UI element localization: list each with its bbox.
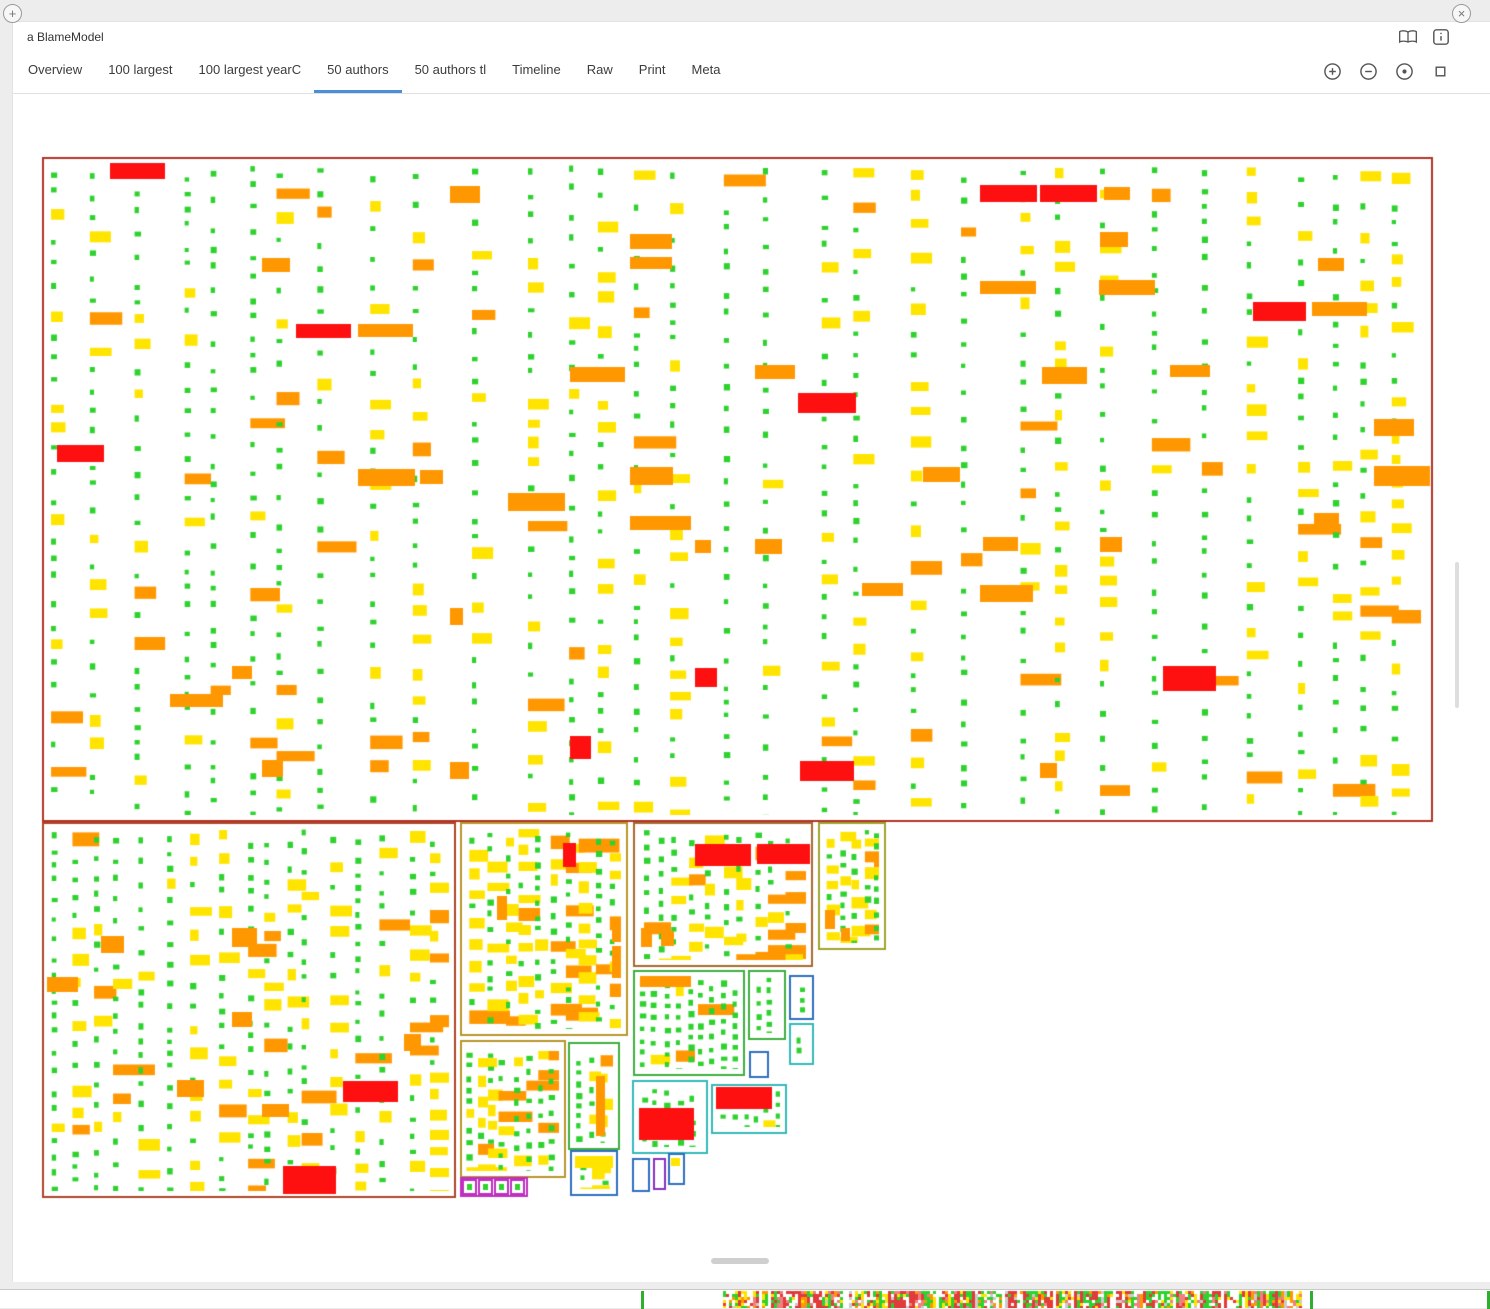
tab-overview[interactable]: Overview — [15, 49, 95, 93]
zoom-out-icon[interactable] — [1359, 62, 1378, 81]
tab-bar: Overview 100 largest 100 largest yearC 5… — [13, 49, 1490, 94]
add-window-button[interactable]: + — [3, 4, 22, 23]
blame-visualization-canvas[interactable] — [0, 93, 1490, 1308]
tabs: Overview 100 largest 100 largest yearC 5… — [15, 49, 733, 93]
tab-print[interactable]: Print — [626, 49, 679, 93]
fit-view-icon[interactable] — [1431, 62, 1450, 81]
close-window-button[interactable]: × — [1452, 4, 1471, 23]
titlebar-icons — [1398, 28, 1450, 46]
tab-meta[interactable]: Meta — [679, 49, 734, 93]
horizontal-scroll-handle[interactable] — [711, 1258, 769, 1264]
view-toolbar — [1323, 49, 1450, 93]
vertical-scroll-thumb[interactable] — [1455, 562, 1459, 708]
window-title: a BlameModel — [27, 29, 104, 44]
book-icon[interactable] — [1398, 29, 1418, 45]
tab-timeline[interactable]: Timeline — [499, 49, 574, 93]
target-icon[interactable] — [1395, 62, 1414, 81]
info-icon[interactable] — [1432, 28, 1450, 46]
tab-raw[interactable]: Raw — [574, 49, 626, 93]
tab-100-largest-yearc[interactable]: 100 largest yearC — [186, 49, 315, 93]
tab-50-authors[interactable]: 50 authors — [314, 49, 402, 93]
tab-50-authors-tl[interactable]: 50 authors tl — [402, 49, 500, 93]
tab-100-largest[interactable]: 100 largest — [95, 49, 185, 93]
zoom-in-icon[interactable] — [1323, 62, 1342, 81]
window-titlebar: a BlameModel — [13, 22, 1490, 49]
